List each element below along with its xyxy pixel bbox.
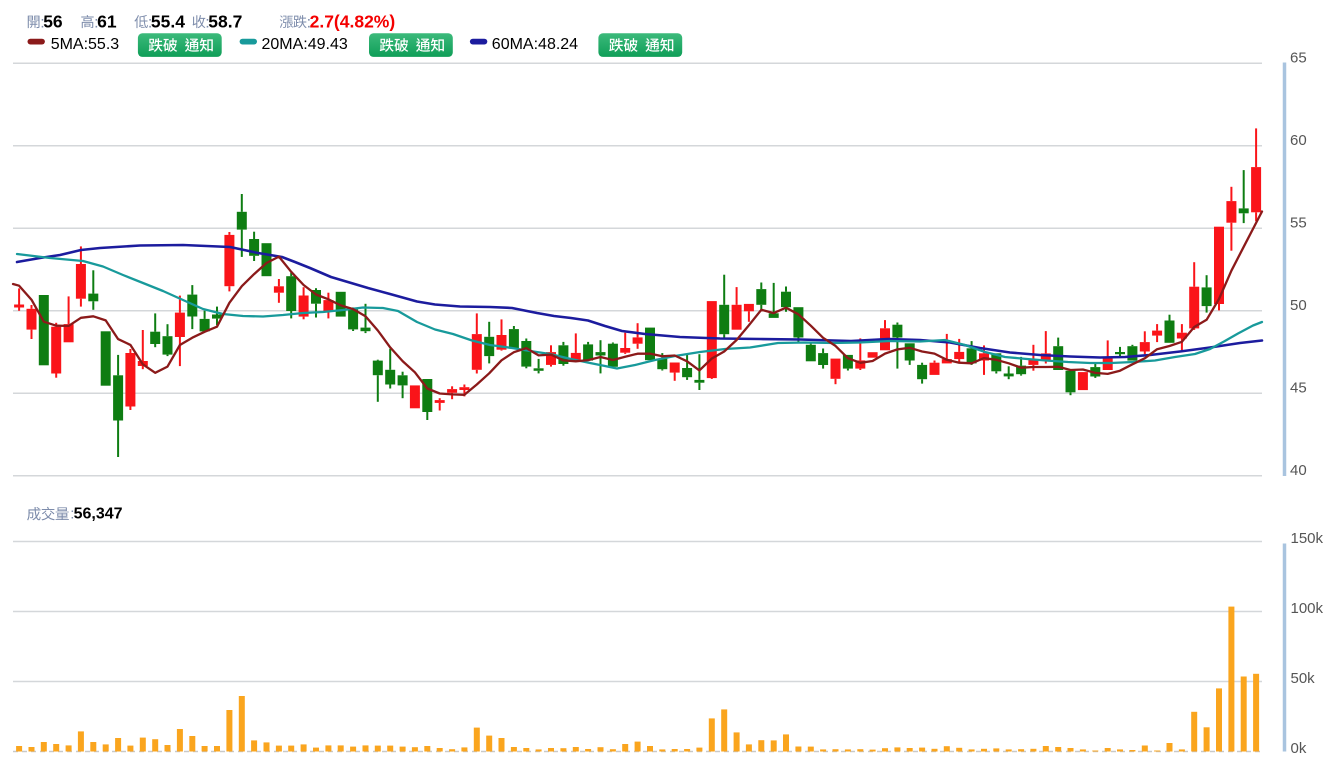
svg-text:61: 61 [97, 11, 117, 31]
svg-text:0k: 0k [1291, 740, 1307, 757]
svg-text:50: 50 [1290, 297, 1307, 314]
svg-text::: : [307, 14, 311, 31]
svg-text:60: 60 [1290, 132, 1307, 149]
svg-text:50k: 50k [1291, 670, 1316, 687]
svg-text:45: 45 [1290, 380, 1307, 397]
svg-text:55.4: 55.4 [151, 11, 185, 31]
svg-text:20MA:49.43: 20MA:49.43 [262, 36, 348, 53]
svg-text:65: 65 [1290, 50, 1307, 67]
svg-text:58.7: 58.7 [208, 11, 242, 31]
svg-text:55: 55 [1290, 215, 1307, 232]
svg-text::: : [70, 506, 74, 523]
svg-text::: : [148, 14, 152, 31]
svg-text:2.7(4.82%): 2.7(4.82%) [310, 11, 396, 31]
svg-text:100k: 100k [1291, 600, 1324, 617]
svg-text:150k: 150k [1291, 530, 1324, 547]
svg-text:5MA:55.3: 5MA:55.3 [51, 36, 120, 53]
svg-text:60MA:48.24: 60MA:48.24 [492, 36, 578, 53]
svg-text::: : [40, 14, 44, 31]
svg-text:56,347: 56,347 [74, 506, 123, 523]
svg-text:40: 40 [1290, 462, 1307, 479]
svg-text::: : [205, 14, 209, 31]
svg-text:56: 56 [43, 11, 63, 31]
svg-text::: : [94, 14, 98, 31]
